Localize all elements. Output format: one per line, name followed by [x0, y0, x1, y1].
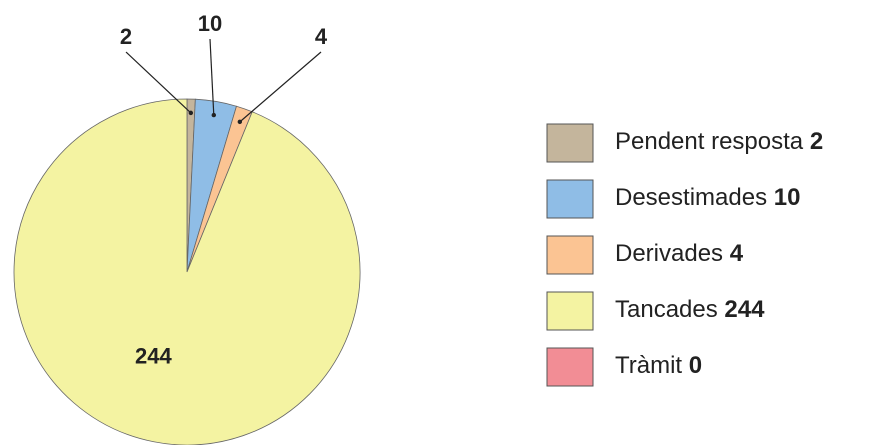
legend-label: Tràmit 0	[615, 352, 702, 379]
legend-value: 10	[774, 184, 801, 211]
legend-value: 0	[689, 352, 702, 379]
data-label: 2	[120, 24, 132, 49]
legend-swatch	[546, 347, 594, 387]
leader-line	[125, 51, 192, 114]
legend-name: Desestimades	[615, 184, 767, 211]
legend-swatch	[546, 235, 594, 275]
leader-dot	[188, 110, 194, 116]
leader-dot	[237, 119, 243, 125]
pie-slice	[13, 98, 361, 445]
legend-label: Pendent resposta 2	[615, 128, 823, 155]
legend-swatch	[546, 179, 594, 219]
legend-name: Pendent resposta	[615, 128, 804, 155]
leader-dot	[211, 112, 216, 118]
legend-value: 4	[730, 240, 744, 267]
legend-label: Derivades 4	[615, 240, 744, 267]
legend-name: Tràmit	[615, 352, 682, 379]
legend-label: Tancades 244	[615, 296, 765, 323]
leader-line	[239, 51, 322, 123]
data-label: 4	[315, 24, 328, 49]
data-label: 244	[135, 344, 172, 369]
legend-value: 244	[724, 296, 765, 323]
legend-value: 2	[810, 128, 823, 155]
leader-line	[209, 38, 215, 116]
legend-name: Tancades	[615, 296, 718, 323]
legend-swatch	[546, 291, 594, 331]
legend-label: Desestimades 10	[615, 184, 800, 211]
legend-name: Derivades	[615, 240, 723, 267]
legend-swatch	[546, 123, 594, 163]
data-label: 10	[198, 11, 222, 36]
